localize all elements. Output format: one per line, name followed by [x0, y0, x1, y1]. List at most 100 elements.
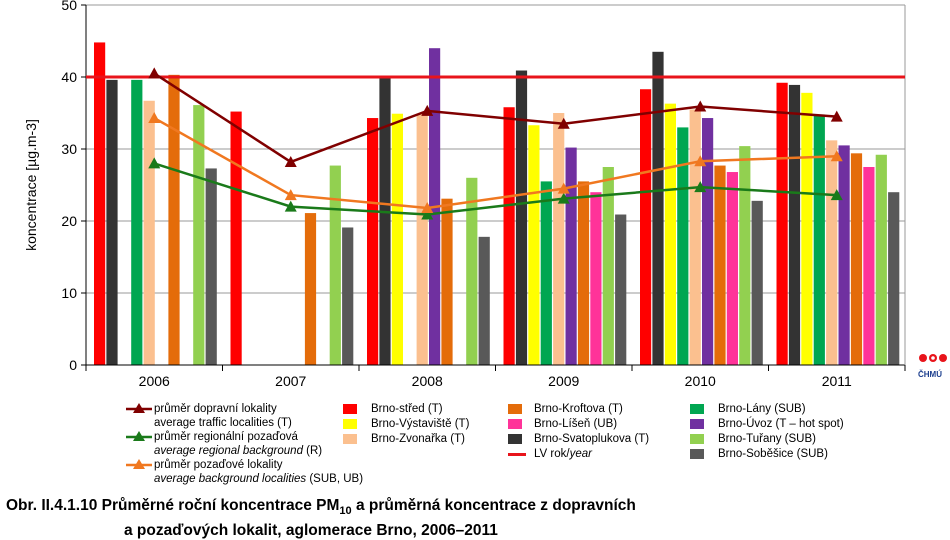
bar	[739, 146, 751, 365]
bar	[652, 51, 664, 366]
bar	[342, 227, 354, 365]
chmu-logo-mark	[919, 354, 947, 362]
bar	[726, 172, 738, 365]
legend-traffic-label1: průměr dopravní lokality	[154, 403, 277, 415]
bar	[801, 92, 813, 365]
bar	[590, 192, 602, 365]
legend-background-label2: average background localities (SUB, UB)	[154, 472, 363, 486]
legend-lv-line	[508, 453, 526, 456]
legend-swatch	[690, 449, 704, 459]
legend-swatch	[343, 434, 357, 444]
figure-caption: Obr. II.4.1.10 Průměrné roční koncentrac…	[6, 496, 636, 540]
bar	[863, 167, 875, 365]
bar	[379, 77, 391, 365]
bar	[751, 200, 763, 365]
bar	[466, 177, 478, 365]
average-point	[694, 100, 707, 112]
average-line	[153, 116, 837, 210]
average-point	[421, 202, 434, 214]
legend-label: Brno-Výstaviště (T)	[371, 418, 470, 430]
bar	[205, 168, 217, 365]
bar	[230, 111, 242, 365]
bar	[838, 145, 850, 365]
legend-regional-label2-suffix: (R)	[302, 445, 323, 457]
bar	[689, 109, 701, 366]
legend-label: Brno-Lány (SUB)	[718, 403, 806, 415]
x-tick-label: 2007	[275, 373, 306, 389]
legend-traffic-label2: average traffic localities (T)	[154, 417, 292, 429]
bar	[106, 79, 118, 365]
average-point	[557, 117, 570, 129]
legend-traffic-marker	[126, 403, 152, 413]
legend-regional-label2-italic: average regional background	[154, 445, 303, 457]
average-point	[830, 110, 843, 122]
y-tick-label: 30	[61, 141, 77, 157]
legend-swatch	[690, 419, 704, 429]
bar	[143, 100, 155, 365]
average-point	[148, 157, 161, 169]
average-line	[153, 162, 837, 216]
bar	[367, 118, 379, 365]
bar	[813, 114, 825, 365]
caption-line2: a pozaďových lokalit, aglomerace Brno, 2…	[124, 522, 498, 540]
bar	[888, 192, 900, 365]
x-tick-label: 2008	[412, 373, 443, 389]
legend-label: Brno-Tuřany (SUB)	[718, 433, 816, 445]
pm10-chart: 0 10 20 30 40 50 2006 2007 2008 2009 2010 2011 konce…	[23, 0, 906, 389]
legend-label: Brno-Kroftova (T)	[534, 403, 623, 415]
bar	[416, 113, 428, 365]
legend-regional-marker	[126, 431, 152, 441]
x-tick-label: 2009	[548, 373, 579, 389]
average-point	[284, 189, 297, 201]
bar	[826, 140, 838, 365]
caption-rest: a průměrná koncentrace z dopravních	[351, 497, 636, 514]
bar	[850, 153, 863, 365]
average-point	[421, 208, 434, 220]
bar	[515, 70, 528, 366]
caption-subscript: 10	[339, 505, 352, 518]
bar	[193, 105, 205, 365]
bar	[168, 74, 180, 365]
bar	[528, 125, 540, 366]
bar	[714, 165, 726, 365]
bar	[553, 113, 565, 365]
average-point	[421, 104, 434, 116]
y-tick-label: 50	[61, 0, 77, 13]
bar	[391, 113, 403, 365]
legend-label: Brno-Svatoplukova (T)	[534, 433, 650, 445]
legend-lv-label2: year	[569, 448, 592, 460]
caption-line1: Obr. II.4.1.10 Průměrné roční koncentrac…	[6, 496, 636, 521]
bar	[503, 107, 515, 366]
y-tick-label: 20	[61, 213, 77, 229]
average-point	[557, 182, 570, 194]
average-point	[830, 189, 843, 201]
legend-label: Brno-Soběšice (SUB)	[718, 448, 828, 460]
chmu-logo-text: ČHMÚ	[918, 370, 942, 379]
legend-swatch	[690, 434, 704, 444]
legend-lv-label: LV rok/year	[534, 447, 592, 461]
average-line	[153, 72, 837, 164]
average-point	[284, 155, 297, 167]
average-point	[148, 112, 161, 124]
legend-background-label2-suffix: (SUB, UB)	[306, 473, 364, 485]
x-tick-label: 2011	[822, 373, 852, 389]
bar	[677, 127, 689, 366]
legend-regional-label2: average regional background (R)	[154, 444, 322, 458]
y-tick-label: 10	[61, 285, 77, 301]
legend-lv-label1: LV rok/	[534, 448, 570, 460]
bar	[615, 214, 627, 365]
legend-label: Brno-střed (T)	[371, 403, 443, 415]
bar	[776, 82, 788, 365]
legend-swatch	[508, 419, 522, 429]
y-tick-label: 40	[61, 69, 77, 85]
legend-background-label1: průměr pozaďové lokality	[154, 459, 283, 471]
legend-background-label2-italic: average background localities	[154, 473, 307, 485]
chmu-logo: ČHMÚ	[918, 351, 948, 385]
x-tick-label: 2006	[139, 373, 170, 389]
caption-prefix: Obr. II.4.1.10 Průměrné roční koncentrac…	[6, 497, 340, 514]
bar	[565, 147, 577, 365]
bar	[329, 165, 341, 365]
bar	[540, 181, 552, 365]
legend-label: Brno-Líšeň (UB)	[534, 418, 618, 430]
legend-regional-label1: průměr regionální pozaďová	[154, 431, 298, 443]
